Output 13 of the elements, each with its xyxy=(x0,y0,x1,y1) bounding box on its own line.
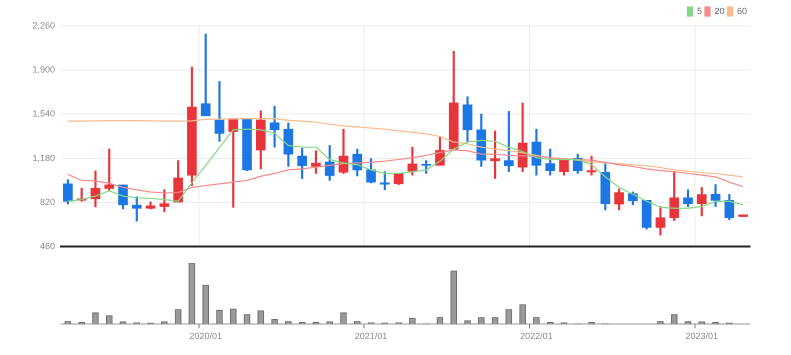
legend-label: 20 xyxy=(714,6,724,16)
y-tick-label: 460 xyxy=(40,241,55,252)
x-tick-label: 2023/01 xyxy=(685,331,718,342)
x-tick-label: 2022/01 xyxy=(520,331,553,342)
y-tick-label: 820 xyxy=(40,196,55,207)
legend-label: 5 xyxy=(696,6,702,16)
y-tick-label: 2,260 xyxy=(32,20,55,30)
y-tick-label: 1,180 xyxy=(32,152,55,163)
y-tick-label: 1,900 xyxy=(32,64,55,75)
x-tick-label: 2020/01 xyxy=(189,331,222,342)
legend-label: 60 xyxy=(736,6,748,16)
x-tick-label: 2021/01 xyxy=(354,331,388,342)
y-tick-label: 1,540 xyxy=(32,108,55,119)
